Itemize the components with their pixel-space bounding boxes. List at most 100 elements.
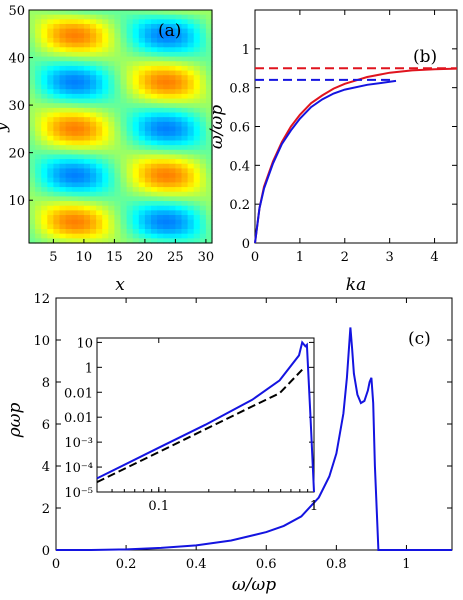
heatmap-cell — [53, 135, 61, 142]
heatmap-cell — [29, 163, 36, 170]
heatmap-cell — [187, 210, 195, 216]
heatmap-cell — [132, 163, 140, 170]
heatmap-cell — [205, 70, 213, 76]
heatmap-cell — [96, 238, 103, 244]
heatmap-cell — [181, 10, 189, 16]
heatmap-cell — [175, 37, 183, 44]
heatmap-cell — [65, 89, 73, 95]
heatmap-cell — [144, 210, 152, 216]
heatmap-cell — [193, 117, 201, 123]
heatmap-cell — [41, 23, 48, 30]
inset-ytick-label: 0.01 — [64, 411, 93, 426]
heatmap-cell — [205, 187, 213, 193]
heatmap-cell — [175, 168, 183, 174]
heatmap-cell — [120, 140, 128, 146]
heatmap-cell — [175, 182, 183, 188]
heatmap-cell — [35, 238, 42, 244]
heatmap-cell — [151, 205, 158, 211]
heatmap-cell — [151, 56, 158, 62]
panel-a-label: (a) — [158, 21, 181, 41]
heatmap-cell — [126, 177, 134, 184]
heatmap-cell — [53, 154, 61, 160]
heatmap-cell — [181, 182, 189, 188]
heatmap-cell — [151, 19, 158, 25]
heatmap-cell — [175, 154, 183, 160]
inset-ytick-label: 0.01 — [64, 386, 93, 401]
heatmap-cell — [120, 14, 128, 20]
heatmap-cell — [144, 149, 152, 156]
heatmap-cell — [163, 89, 170, 95]
heatmap-cell — [29, 205, 36, 211]
heatmap-cell — [157, 201, 164, 207]
heatmap-cell — [90, 196, 97, 202]
heatmap-cell — [187, 219, 195, 225]
heatmap-cell — [96, 28, 103, 34]
heatmap-cell — [29, 107, 36, 114]
heatmap-cell — [41, 19, 48, 25]
heatmap-cell — [163, 224, 170, 230]
heatmap-cell — [151, 37, 158, 44]
heatmap-cell — [138, 224, 146, 230]
heatmap-cell — [114, 98, 122, 104]
heatmap-cell — [126, 117, 134, 123]
heatmap-cell — [175, 201, 183, 207]
heatmap-cell — [35, 33, 42, 39]
heatmap-cell — [53, 42, 61, 48]
heatmap-cell — [35, 182, 42, 188]
panel-a-xticks: 5 10 15 20 25 30 — [49, 239, 214, 265]
heatmap-cell — [108, 33, 115, 39]
heatmap-cell — [120, 28, 128, 34]
heatmap-cell — [59, 107, 67, 114]
heatmap-cell — [144, 19, 152, 25]
heatmap-cell — [151, 98, 158, 104]
heatmap-cell — [132, 229, 140, 235]
heatmap-cell — [126, 10, 134, 16]
heatmap-cell — [114, 89, 122, 95]
heatmap-cell — [90, 177, 97, 184]
heatmap-cell — [29, 47, 36, 53]
heatmap-cell — [41, 149, 48, 156]
heatmap-cell — [96, 140, 103, 146]
heatmap-cell — [151, 93, 158, 100]
heatmap-cell — [77, 154, 85, 160]
heatmap-cell — [114, 154, 122, 160]
heatmap-cell — [126, 65, 134, 72]
heatmap-cell — [59, 196, 67, 202]
heatmap-cell — [193, 121, 201, 128]
heatmap-cell — [108, 145, 115, 151]
heatmap-cell — [169, 140, 176, 146]
heatmap-cell — [193, 93, 201, 100]
heatmap-cell — [169, 135, 176, 142]
heatmap-cell — [132, 28, 140, 34]
heatmap-cell — [205, 215, 213, 221]
heatmap-cell — [138, 107, 146, 114]
heatmap-cell — [132, 112, 140, 118]
heatmap-cell — [120, 215, 128, 221]
heatmap-cell — [138, 37, 146, 44]
heatmap-cell — [169, 47, 176, 53]
heatmap-cell — [144, 121, 152, 128]
heatmap-cell — [169, 168, 176, 174]
heatmap-cell — [120, 112, 128, 118]
heatmap-cell — [157, 51, 164, 58]
heatmap-cell — [132, 23, 140, 30]
heatmap-cell — [59, 65, 67, 72]
heatmap-cell — [53, 163, 61, 170]
heatmap-cell — [157, 75, 164, 81]
heatmap-cell — [199, 201, 207, 207]
heatmap-cell — [114, 42, 122, 48]
heatmap-cell — [96, 56, 103, 62]
heatmap-cell — [29, 70, 36, 76]
heatmap-cell — [102, 215, 109, 221]
heatmap-cell — [187, 51, 195, 58]
heatmap-cell — [175, 233, 183, 239]
heatmap-cell — [29, 168, 36, 174]
heatmap-cell — [96, 121, 103, 128]
heatmap-cell — [83, 47, 91, 53]
heatmap-cell — [108, 70, 115, 76]
heatmap-cell — [47, 37, 54, 44]
heatmap-cell — [181, 154, 189, 160]
heatmap-cell — [157, 89, 164, 95]
heatmap-cell — [199, 23, 207, 30]
heatmap-cell — [108, 42, 115, 48]
